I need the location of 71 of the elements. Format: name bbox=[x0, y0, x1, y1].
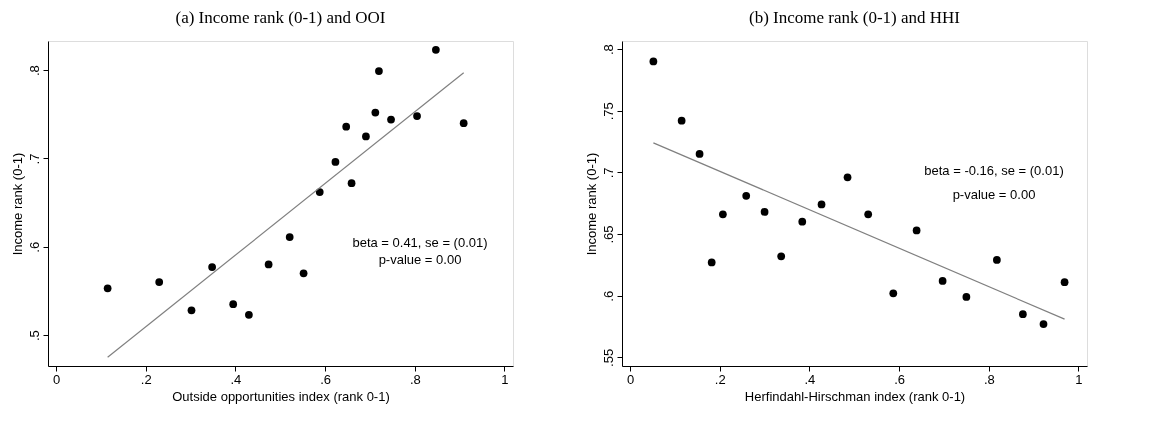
point bbox=[459, 119, 468, 127]
annotation: p-value = 0.00 bbox=[378, 252, 462, 268]
point bbox=[993, 256, 1001, 264]
point bbox=[695, 150, 704, 158]
y-tick-label: .5 bbox=[26, 330, 42, 342]
x-tick-label: .6 bbox=[894, 371, 906, 387]
y-axis-title: Income rank (0-1) bbox=[583, 152, 599, 256]
point bbox=[208, 263, 216, 271]
x-tick-label: .6 bbox=[320, 371, 332, 387]
x-tick-label: 1 bbox=[1075, 371, 1083, 387]
point bbox=[342, 122, 351, 131]
y-tick-label: .8 bbox=[600, 44, 616, 56]
point bbox=[347, 179, 356, 188]
y-tick-label: .7 bbox=[26, 153, 42, 165]
annotation: beta = -0.16, se = (0.01) bbox=[924, 163, 1064, 178]
x-tick-label: 1 bbox=[501, 371, 509, 387]
point bbox=[889, 289, 898, 298]
point bbox=[264, 260, 273, 269]
x-tick-label: 0 bbox=[626, 371, 635, 387]
point bbox=[707, 258, 716, 267]
point bbox=[760, 208, 769, 216]
x-tick-label: .8 bbox=[983, 371, 995, 387]
point bbox=[1060, 278, 1069, 287]
x-axis-title: Herfindahl-Hirschman index (rank 0-1) bbox=[744, 388, 966, 404]
x-axis-title: Outside opportunities index (rank 0-1) bbox=[172, 388, 390, 404]
y-axis-title: Income rank (0-1) bbox=[9, 152, 25, 256]
x-tick-label: .2 bbox=[140, 371, 152, 387]
y-tick-label: .75 bbox=[600, 102, 616, 121]
point bbox=[103, 284, 112, 293]
point bbox=[677, 116, 686, 125]
point bbox=[413, 112, 421, 120]
point bbox=[938, 277, 947, 285]
point bbox=[375, 67, 383, 75]
point bbox=[299, 269, 308, 278]
point bbox=[649, 57, 658, 66]
point bbox=[843, 173, 852, 182]
point bbox=[387, 115, 395, 124]
annotation: beta = 0.41, se = (0.01) bbox=[352, 234, 488, 250]
point bbox=[1019, 310, 1027, 319]
chart-title: (b) Income rank (0-1) and HHI bbox=[749, 8, 961, 27]
x-tick-label: .4 bbox=[804, 371, 816, 387]
y-tick-label: .8 bbox=[26, 65, 42, 77]
y-tick-label: .65 bbox=[600, 225, 616, 244]
point bbox=[229, 300, 238, 309]
point bbox=[864, 210, 873, 219]
x-tick-label: .2 bbox=[714, 371, 726, 387]
y-tick-label: .7 bbox=[600, 167, 616, 179]
point bbox=[798, 217, 807, 226]
point bbox=[371, 108, 380, 117]
x-tick-label: .4 bbox=[230, 371, 242, 387]
point bbox=[742, 191, 751, 200]
chart-title: (a) Income rank (0-1) and OOI bbox=[175, 8, 386, 27]
point bbox=[285, 233, 294, 241]
point bbox=[432, 45, 440, 54]
point bbox=[962, 293, 971, 301]
point bbox=[187, 306, 196, 315]
x-tick-label: 0 bbox=[52, 371, 61, 387]
point bbox=[719, 210, 727, 219]
annotation: p-value = 0.00 bbox=[952, 187, 1036, 203]
x-tick-label: .8 bbox=[409, 371, 421, 387]
point bbox=[362, 132, 370, 141]
point bbox=[777, 252, 786, 261]
point bbox=[245, 310, 253, 319]
point bbox=[912, 226, 921, 235]
y-tick-label: .6 bbox=[600, 290, 616, 302]
point bbox=[155, 278, 164, 286]
point bbox=[331, 158, 340, 166]
y-tick-label: .55 bbox=[600, 348, 616, 367]
point bbox=[1039, 320, 1048, 328]
point bbox=[817, 200, 826, 209]
y-tick-label: .6 bbox=[26, 241, 42, 253]
